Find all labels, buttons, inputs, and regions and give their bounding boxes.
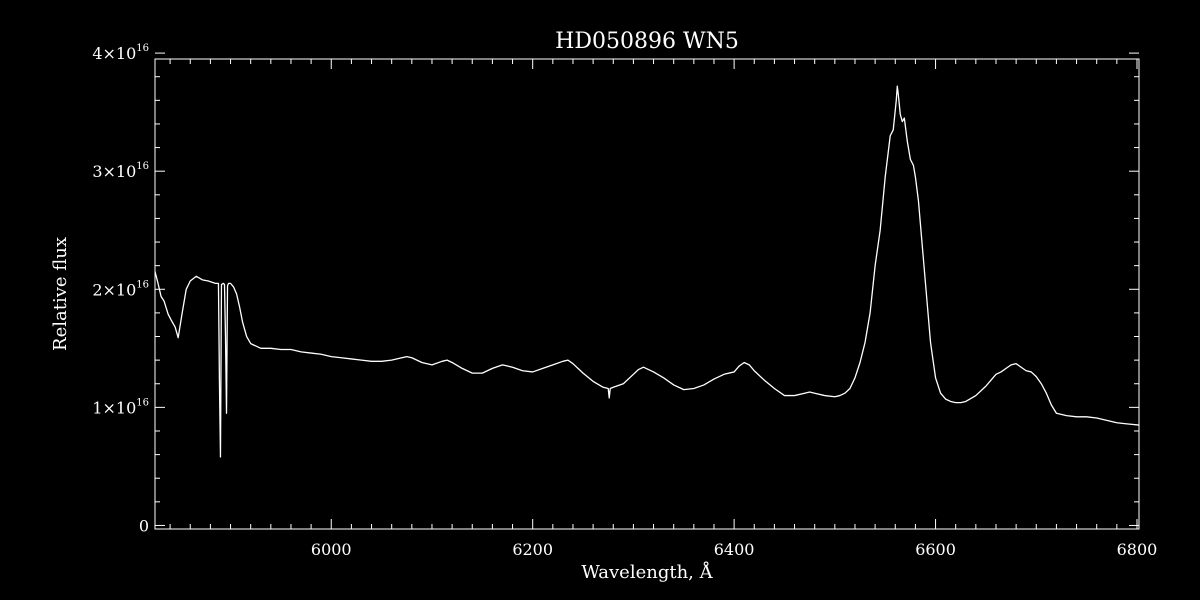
x-tick-label: 6000 — [311, 540, 352, 559]
y-tick-label: 3×1016 — [92, 161, 149, 181]
tick-labels: 6000 6200 6400 6600 6800 0 1×1016 2×1016 3×1016 4… — [92, 43, 1157, 559]
y-tick-label: 0 — [139, 516, 149, 535]
axis-ticks — [155, 52, 1139, 529]
x-tick-label: 6200 — [512, 540, 553, 559]
x-tick-label: 6800 — [1117, 540, 1158, 559]
y-tick-label: 2×1016 — [92, 279, 149, 299]
y-tick-label: 4×1016 — [92, 43, 149, 63]
x-tick-label: 6400 — [714, 540, 755, 559]
x-tick-label: 6600 — [915, 540, 956, 559]
spectrum-line-0 — [154, 85, 1140, 458]
x-axis-label: Wavelength, Å — [581, 561, 713, 583]
plot-frame — [154, 58, 1140, 530]
y-axis-label: Relative flux — [50, 237, 71, 351]
chart-title: HD050896 WN5 — [555, 29, 739, 54]
y-tick-label: 1×1016 — [92, 397, 149, 417]
series-group — [154, 85, 1140, 458]
